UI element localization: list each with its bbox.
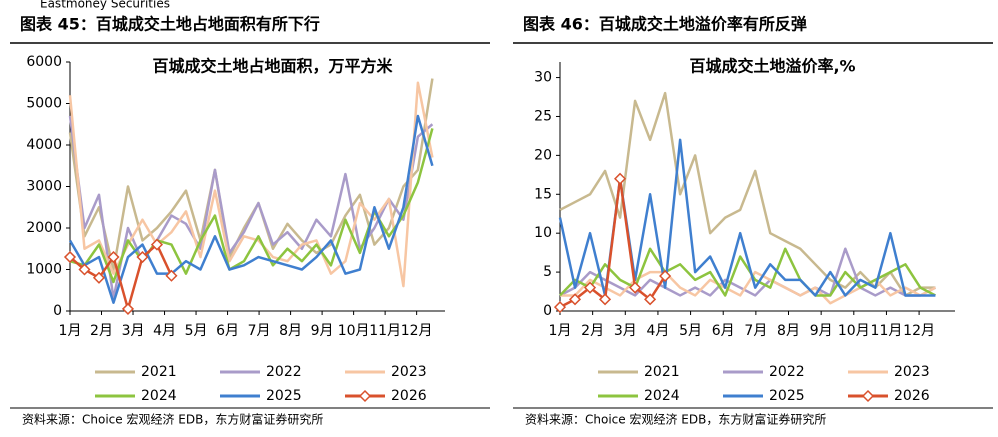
y-tick-label: 5000 (26, 96, 62, 112)
legend-label: 2021 (141, 364, 177, 380)
legend-label: 2021 (644, 364, 680, 380)
x-tick-label: 12月 (903, 323, 935, 339)
marker (598, 293, 612, 306)
chart-title: 百城成交土地溢价率,% (689, 57, 855, 76)
legend-label: 2026 (391, 388, 427, 404)
x-tick-label: 2月 (90, 323, 113, 339)
x-tick-label: 8月 (777, 323, 800, 339)
x-tick-label: 11月 (871, 323, 903, 339)
y-tick-label: 5 (543, 264, 552, 280)
marker (63, 250, 77, 264)
marker (165, 269, 178, 282)
x-tick-label: 3月 (122, 323, 145, 339)
x-tick-label: 6月 (712, 323, 735, 339)
chart-title: 百城成交土地占地面积，万平方米 (152, 57, 393, 76)
legend-label: 2022 (769, 364, 805, 380)
y-tick-label: 2000 (26, 220, 62, 236)
source: 资料来源：Choice 宏观经济 EDB，东方财富证券研究所 (525, 412, 826, 427)
x-tick-label: 9月 (311, 323, 334, 339)
y-tick-label: 0 (53, 303, 62, 319)
x-tick-label: 9月 (810, 323, 833, 339)
figure-title: 图表 45：百城成交土地占地面积有所下行 (20, 15, 320, 34)
x-tick-label: 7月 (744, 323, 767, 339)
series-line (559, 247, 936, 297)
y-tick-label: 30 (534, 70, 552, 86)
x-tick-label: 3月 (614, 323, 637, 339)
source: 资料来源：Choice 宏观经济 EDB，东方财富证券研究所 (22, 412, 323, 427)
y-tick-label: 25 (534, 108, 552, 124)
legend-label: 2024 (644, 388, 680, 404)
x-tick-label: 11月 (369, 323, 401, 339)
marker (121, 302, 135, 315)
legend-label: 2022 (266, 364, 302, 380)
legend-label: 2026 (894, 388, 930, 404)
figure-title: 图表 46：百城成交土地溢价率有所反弹 (523, 15, 807, 34)
marker (136, 250, 149, 264)
series-line (68, 114, 434, 304)
marker (107, 250, 120, 264)
x-tick-label: 7月 (248, 323, 271, 339)
marker (614, 172, 627, 185)
series-line (68, 115, 434, 300)
x-tick-label: 1月 (549, 323, 572, 339)
x-tick-label: 10月 (838, 323, 870, 339)
y-tick-label: 4000 (26, 137, 62, 153)
x-tick-label: 12月 (401, 323, 433, 339)
legend-label: 2023 (391, 364, 427, 380)
x-tick-label: 10月 (338, 323, 370, 339)
brand: Eastmoney Securities (40, 0, 170, 11)
legend-label: 2024 (141, 388, 177, 404)
legend-label: 2025 (266, 388, 302, 404)
marker (92, 271, 106, 284)
x-tick-label: 5月 (185, 323, 208, 339)
marker (629, 281, 642, 294)
y-tick-label: 20 (534, 147, 552, 163)
x-tick-label: 2月 (581, 323, 604, 339)
x-tick-label: 4月 (646, 323, 669, 339)
x-tick-label: 8月 (279, 323, 302, 339)
marker (644, 293, 657, 306)
legend-label: 2023 (894, 364, 930, 380)
x-tick-label: 5月 (679, 323, 702, 339)
marker (150, 238, 164, 251)
x-tick-label: 1月 (59, 323, 82, 339)
y-tick-label: 1000 (26, 262, 62, 278)
y-tick-label: 0 (543, 303, 552, 319)
x-tick-label: 6月 (216, 323, 239, 339)
legend-marker (861, 389, 875, 403)
marker (583, 281, 597, 294)
marker (568, 293, 582, 306)
legend-label: 2025 (769, 388, 805, 404)
marker (659, 269, 672, 283)
y-tick-label: 6000 (26, 54, 62, 70)
marker (553, 301, 567, 314)
series-line (68, 81, 434, 288)
x-tick-label: 4月 (153, 323, 176, 339)
y-tick-label: 3000 (26, 179, 62, 195)
y-tick-label: 10 (534, 225, 552, 241)
marker (78, 263, 91, 276)
series-line (559, 247, 936, 297)
y-tick-label: 15 (534, 186, 552, 202)
legend-marker (358, 389, 372, 403)
